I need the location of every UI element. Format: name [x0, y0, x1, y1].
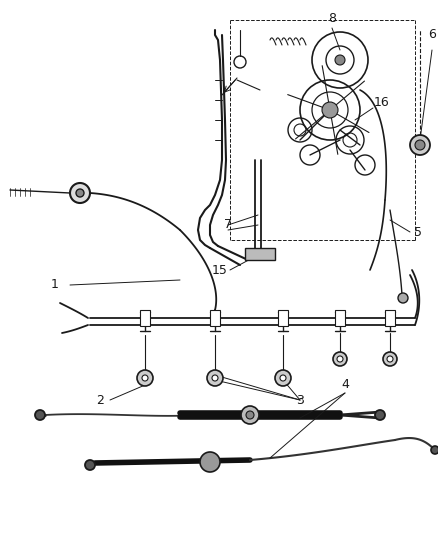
Circle shape	[280, 375, 286, 381]
Text: 8: 8	[328, 12, 336, 25]
Circle shape	[137, 370, 153, 386]
Circle shape	[383, 352, 397, 366]
Circle shape	[431, 446, 438, 454]
Bar	[140, 310, 150, 326]
Circle shape	[76, 189, 84, 197]
Circle shape	[387, 356, 393, 362]
Circle shape	[212, 375, 218, 381]
Text: 3: 3	[296, 393, 304, 407]
Bar	[385, 310, 395, 326]
Circle shape	[335, 55, 345, 65]
Circle shape	[322, 102, 338, 118]
Circle shape	[35, 410, 45, 420]
Text: 1: 1	[51, 279, 59, 292]
Text: 2: 2	[96, 393, 104, 407]
Circle shape	[333, 352, 347, 366]
Circle shape	[241, 406, 259, 424]
Text: 6: 6	[428, 28, 436, 42]
Text: 4: 4	[341, 378, 349, 392]
Circle shape	[142, 375, 148, 381]
Text: 7: 7	[224, 219, 232, 231]
Bar	[210, 310, 220, 326]
Circle shape	[246, 411, 254, 419]
Bar	[245, 248, 275, 260]
Circle shape	[275, 370, 291, 386]
Text: 16: 16	[374, 95, 390, 109]
Bar	[278, 310, 288, 326]
Text: 5: 5	[414, 225, 422, 238]
Circle shape	[70, 183, 90, 203]
Circle shape	[200, 452, 220, 472]
Circle shape	[375, 410, 385, 420]
Circle shape	[85, 460, 95, 470]
Text: 15: 15	[212, 263, 228, 277]
Circle shape	[410, 135, 430, 155]
Circle shape	[207, 370, 223, 386]
Circle shape	[398, 293, 408, 303]
Circle shape	[337, 356, 343, 362]
Bar	[335, 310, 345, 326]
Circle shape	[415, 140, 425, 150]
